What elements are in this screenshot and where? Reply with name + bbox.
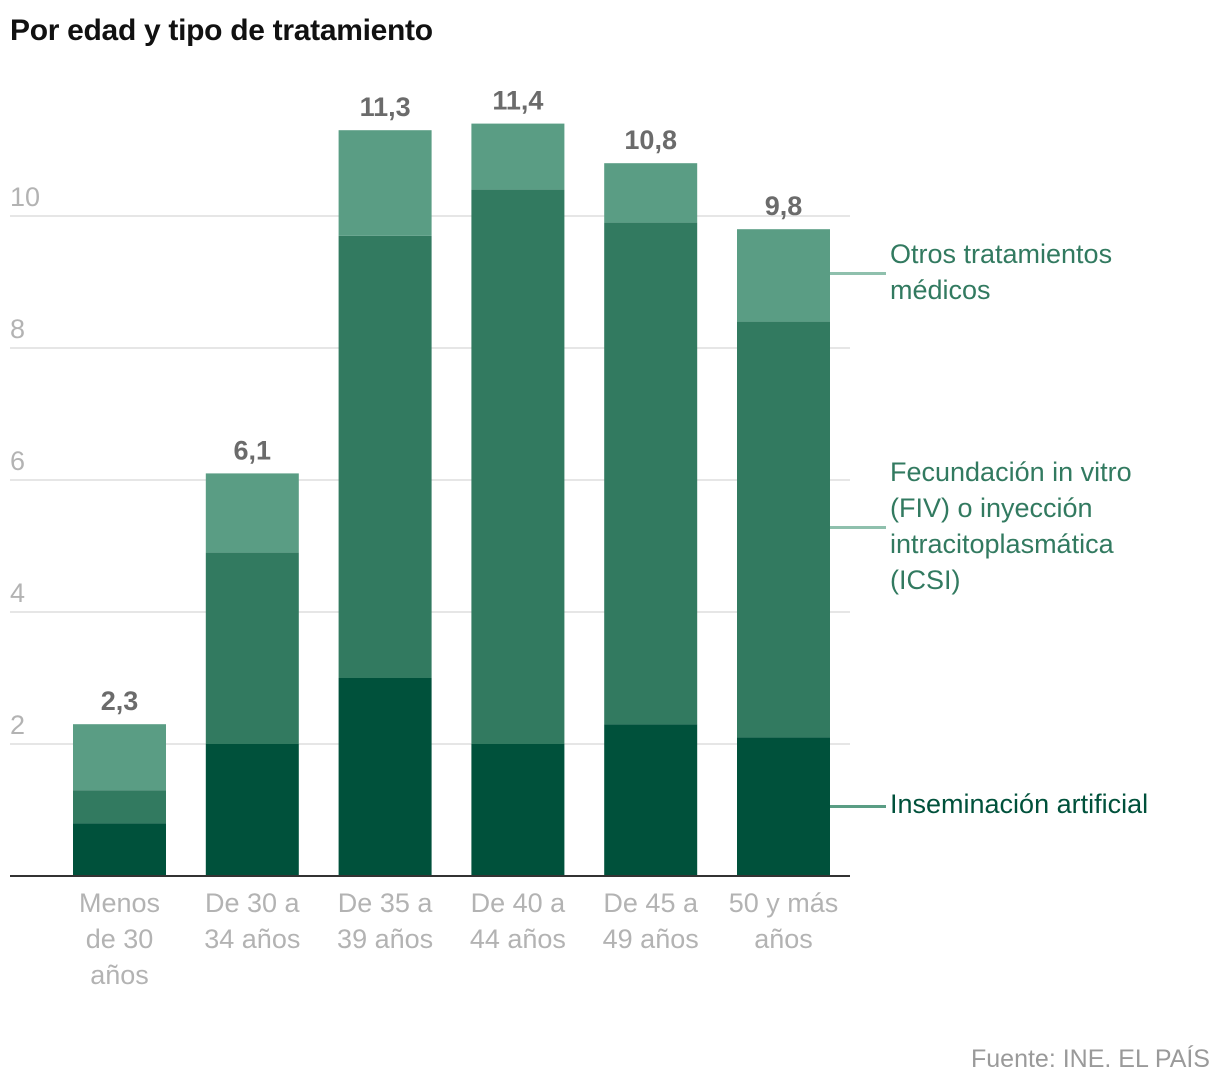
source-note: Fuente: INE. EL PAÍS xyxy=(970,1045,1210,1073)
bar-segment-inseminacion xyxy=(205,744,299,876)
y-tick-label: 10 xyxy=(10,182,40,212)
bar-segment-inseminacion xyxy=(338,678,432,876)
legend-label-line: médicos xyxy=(890,275,991,305)
bar-total-label: 11,3 xyxy=(360,92,411,122)
x-tick-label-line: 34 años xyxy=(204,924,300,954)
legend-label-line: Fecundación in vitro xyxy=(890,457,1132,487)
bar-segment-inseminacion xyxy=(737,737,830,876)
x-tick-label: Menos de 30 años xyxy=(79,888,160,990)
legend-line-fiv xyxy=(830,526,886,529)
bar-total-label: 2,3 xyxy=(101,686,139,716)
bar-segment-otros xyxy=(604,163,698,223)
bar-total-label: 11,4 xyxy=(492,86,543,116)
legend-label-otros: Otros tratamientos médicos xyxy=(890,236,1112,308)
bar-total-label: 9,8 xyxy=(765,191,803,221)
x-tick-label-line: 39 años xyxy=(337,924,433,954)
x-tick-label-line: De 30 a xyxy=(205,888,301,918)
x-tick-label-line: De 35 a xyxy=(338,888,434,918)
legend-label-line: Inseminación artificial xyxy=(890,789,1149,819)
y-tick-label: 6 xyxy=(10,446,25,476)
legend-label-inseminacion: Inseminación artificial xyxy=(890,786,1148,822)
bar-segment-fiv xyxy=(471,189,565,745)
x-tick-label: De 30 a 34 años xyxy=(204,888,300,954)
bar-segment-fiv xyxy=(73,790,166,824)
x-tick-label: 50 y más años xyxy=(729,888,839,954)
x-tick-label-line: 44 años xyxy=(470,924,566,954)
bar-segment-fiv xyxy=(737,321,830,738)
bar-segment-inseminacion xyxy=(471,744,565,876)
legend-label-line: intracitoplasmática xyxy=(890,529,1114,559)
x-tick-label-line: años xyxy=(754,924,813,954)
x-tick-label-line: De 45 a xyxy=(603,888,699,918)
legend-line-otros xyxy=(830,272,886,275)
bar-segment-fiv xyxy=(205,552,299,744)
x-tick-label-line: años xyxy=(90,960,149,990)
legend-label-line: Otros tratamientos xyxy=(890,239,1113,269)
bar-total-label: 6,1 xyxy=(234,435,272,465)
x-tick-label-line: 50 y más xyxy=(729,888,839,918)
x-tick-label: De 35 a 39 años xyxy=(337,888,433,954)
bar-segment-otros xyxy=(471,123,565,190)
bar-segment-fiv xyxy=(338,235,432,679)
x-tick-label-line: De 40 a xyxy=(471,888,567,918)
legend-line-inseminacion xyxy=(830,805,886,808)
bar-segment-otros xyxy=(737,229,830,322)
x-tick-label: De 40 a 44 años xyxy=(470,888,566,954)
legend-label-line: (FIV) o inyección xyxy=(890,493,1093,523)
bar-segment-fiv xyxy=(604,222,698,725)
x-tick-label: De 45 a 49 años xyxy=(603,888,699,954)
x-tick-label-line: 49 años xyxy=(603,924,699,954)
bar-segment-inseminacion xyxy=(604,724,698,876)
y-tick-label: 2 xyxy=(10,710,25,740)
bar-segment-otros xyxy=(73,724,166,791)
bar-segment-otros xyxy=(205,473,299,553)
bar-segment-otros xyxy=(338,130,432,236)
bar-total-label: 10,8 xyxy=(624,125,677,155)
legend-label-line: (ICSI) xyxy=(890,565,961,595)
y-tick-label: 4 xyxy=(10,578,25,608)
y-tick-label: 8 xyxy=(10,314,25,344)
x-tick-label-line: de 30 xyxy=(86,924,154,954)
legend-label-fiv: Fecundación in vitro (FIV) o inyección int… xyxy=(890,454,1132,598)
x-tick-label-line: Menos xyxy=(79,888,160,918)
chart-title: Por edad y tipo de tratamiento xyxy=(10,14,433,47)
bar-segment-inseminacion xyxy=(73,823,166,876)
